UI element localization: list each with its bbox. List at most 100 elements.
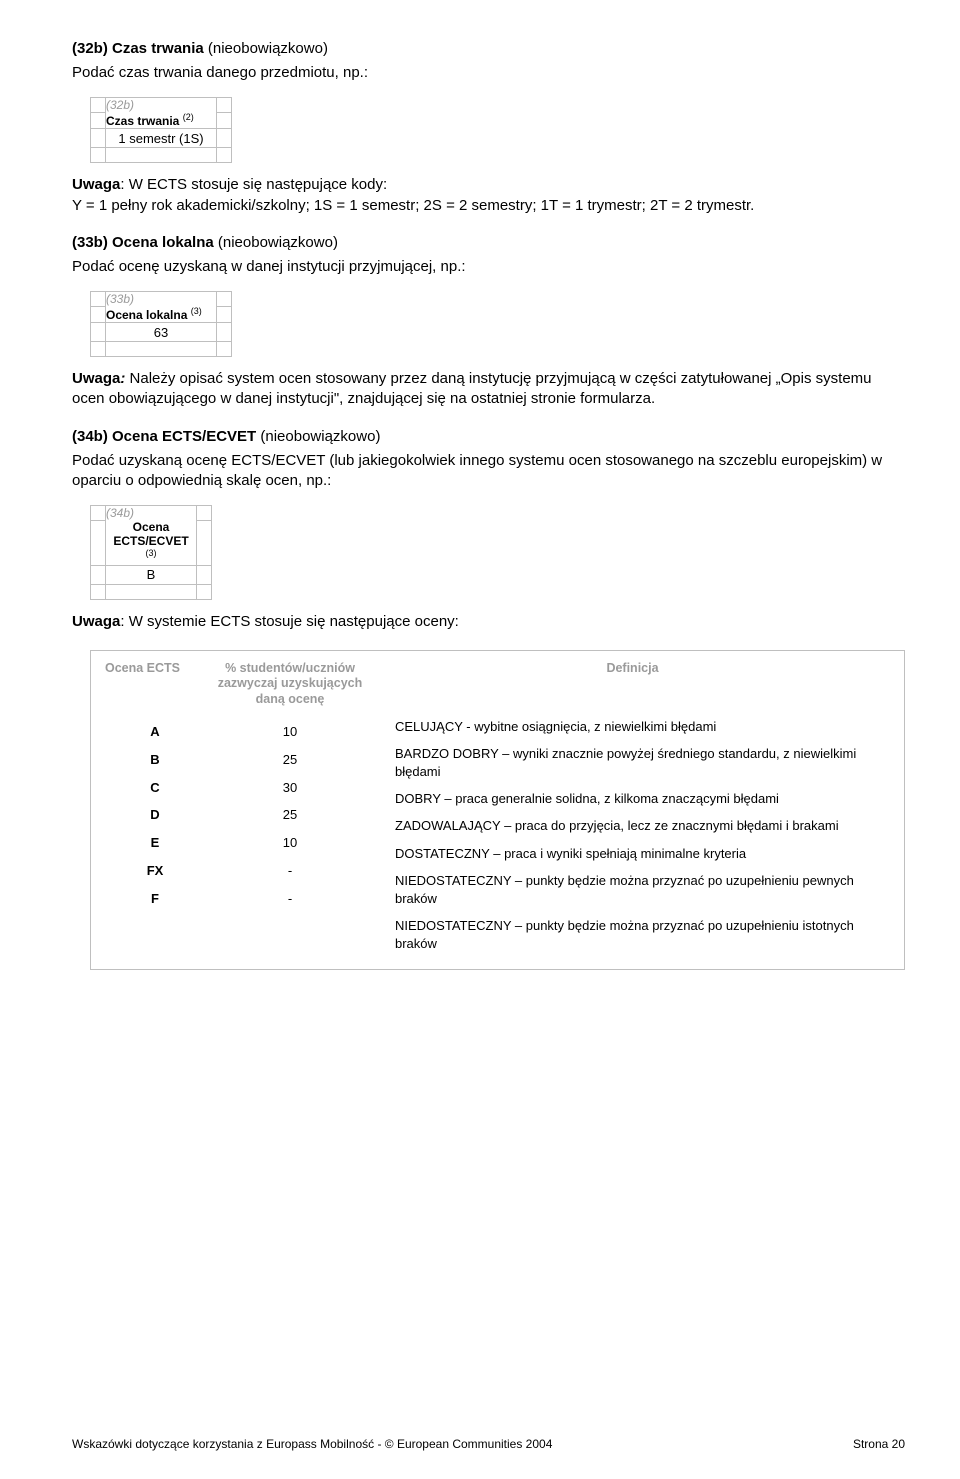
uwaga-33b: Uwaga: Należy opisać system ocen stosowa… <box>72 369 905 410</box>
grade-letter: E <box>105 829 205 857</box>
box-cell <box>91 323 106 342</box>
box-cell <box>106 342 217 357</box>
grade-def: BARDZO DOBRY – wyniki znacznie powyżej ś… <box>395 745 890 781</box>
grades-letters: A B C D E FX F <box>105 718 205 963</box>
box-cell <box>91 129 106 148</box>
box-cell <box>217 342 232 357</box>
box-cell <box>197 565 212 584</box>
heading-33b-rest: (nieobowiązkowo) <box>214 234 338 251</box>
grades-header: Ocena ECTS % studentów/uczniów zazwyczaj… <box>105 661 890 708</box>
box-cell <box>197 506 212 521</box>
box-32b: (32b) Czas trwania (2) 1 semestr (1S) <box>90 97 232 163</box>
grade-letter: FX <box>105 857 205 885</box>
grades-head-col3: Definicja <box>375 661 890 708</box>
box-title-l2: ECTS/ECVET <box>113 534 188 548</box>
grade-pct: - <box>205 885 375 913</box>
box-title-text: Ocena lokalna <box>106 308 191 322</box>
grade-pct: - <box>205 857 375 885</box>
heading-32b-bold: (32b) Czas trwania <box>72 40 204 57</box>
grade-def: DOSTATECZNY – praca i wyniki spełniają m… <box>395 845 890 863</box>
heading-32b: (32b) Czas trwania (nieobowiązkowo) <box>72 40 905 57</box>
box-title-text: Czas trwania <box>106 114 183 128</box>
uwaga-text: : W systemie ECTS stosuje się następując… <box>120 613 458 630</box>
grade-def: NIEDOSTATECZNY – punkty będzie można prz… <box>395 872 890 908</box>
uwaga-label: Uwaga <box>72 176 120 193</box>
grade-def: DOBRY – praca generalnie solidna, z kilk… <box>395 790 890 808</box>
box-cell <box>197 520 212 565</box>
uwaga-text: : W ECTS stosuje się następujące kody: <box>120 176 387 193</box>
grade-pct: 30 <box>205 774 375 802</box>
box-cell <box>91 112 106 129</box>
heading-33b: (33b) Ocena lokalna (nieobowiązkowo) <box>72 234 905 251</box>
grade-letter: B <box>105 746 205 774</box>
box-cell <box>106 148 217 163</box>
box-cell <box>91 506 106 521</box>
box-cell <box>91 98 106 113</box>
box-title-sup: (3) <box>146 548 157 558</box>
body-34b: Podać uzyskaną ocenę ECTS/ECVET (lub jak… <box>72 451 905 492</box>
box-value: 63 <box>106 323 217 342</box>
uwaga-32b: Uwaga: W ECTS stosuje się następujące ko… <box>72 175 905 216</box>
box-cell <box>91 292 106 307</box>
grade-letter: F <box>105 885 205 913</box>
box-title: Ocena lokalna (3) <box>106 306 217 323</box>
heading-33b-bold: (33b) Ocena lokalna <box>72 234 214 251</box>
box-title-sup: (2) <box>183 112 194 122</box>
box-cell <box>217 129 232 148</box>
box-33b: (33b) Ocena lokalna (3) 63 <box>90 291 232 357</box>
grade-pct: 25 <box>205 746 375 774</box>
box-title: Ocena ECTS/ECVET (3) <box>106 520 197 565</box>
box-cell <box>217 292 232 307</box>
box-cell <box>91 565 106 584</box>
uwaga-label: Uwaga <box>72 613 120 630</box>
grades-head-col2: % studentów/uczniów zazwyczaj uzyskujący… <box>205 661 375 708</box>
grades-table: Ocena ECTS % studentów/uczniów zazwyczaj… <box>90 650 905 970</box>
box-value: B <box>106 565 197 584</box>
box-cell <box>91 148 106 163</box>
grade-letter: C <box>105 774 205 802</box>
grades-percent: 10 25 30 25 10 - - <box>205 718 375 963</box>
box-cell <box>91 342 106 357</box>
body-33b: Podać ocenę uzyskaną w danej instytucji … <box>72 257 905 277</box>
box-cell <box>91 520 106 565</box>
box-value: 1 semestr (1S) <box>106 129 217 148</box>
grades-body: A B C D E FX F 10 25 30 25 10 - - CELUJĄ… <box>105 718 890 963</box>
box-title: Czas trwania (2) <box>106 112 217 129</box>
grade-def: CELUJĄCY - wybitne osiągnięcia, z niewie… <box>395 718 890 736</box>
box-code: (34b) <box>106 506 197 521</box>
box-cell <box>91 306 106 323</box>
grade-letter: A <box>105 718 205 746</box>
box-cell <box>217 306 232 323</box>
box-title-sup: (3) <box>191 306 202 316</box>
uwaga-34b: Uwaga: W systemie ECTS stosuje się nastę… <box>72 612 905 632</box>
box-code: (32b) <box>106 98 217 113</box>
grades-head-col1: Ocena ECTS <box>105 661 205 708</box>
grade-def: NIEDOSTATECZNY – punkty będzie można prz… <box>395 917 890 953</box>
grades-defs: CELUJĄCY - wybitne osiągnięcia, z niewie… <box>375 718 890 963</box>
body-32b: Podać czas trwania danego przedmiotu, np… <box>72 63 905 83</box>
box-cell <box>217 323 232 342</box>
heading-32b-rest: (nieobowiązkowo) <box>204 40 328 57</box>
uwaga-label: Uwaga <box>72 370 120 387</box>
grade-pct: 10 <box>205 829 375 857</box>
box-cell <box>197 584 212 599</box>
grade-letter: D <box>105 801 205 829</box>
box-cell <box>217 98 232 113</box>
box-title-l1: Ocena <box>133 520 170 534</box>
uwaga-rest: Należy opisać system ocen stosowany prze… <box>72 370 872 407</box>
page-footer: Wskazówki dotyczące korzystania z Europa… <box>72 1437 905 1451</box>
box-34b: (34b) Ocena ECTS/ECVET (3) B <box>90 505 212 600</box>
grade-pct: 25 <box>205 801 375 829</box>
footer-right: Strona 20 <box>853 1437 905 1451</box>
uwaga-line2: Y = 1 pełny rok akademicki/szkolny; 1S =… <box>72 197 754 214</box>
grade-def: ZADOWALAJĄCY – praca do przyjęcia, lecz … <box>395 817 890 835</box>
box-cell <box>217 148 232 163</box>
heading-34b-rest: (nieobowiązkowo) <box>256 428 380 445</box>
grade-pct: 10 <box>205 718 375 746</box>
box-code: (33b) <box>106 292 217 307</box>
box-cell <box>217 112 232 129</box>
footer-left: Wskazówki dotyczące korzystania z Europa… <box>72 1437 552 1451</box>
box-cell <box>91 584 106 599</box>
box-cell <box>106 584 197 599</box>
heading-34b: (34b) Ocena ECTS/ECVET (nieobowiązkowo) <box>72 428 905 445</box>
